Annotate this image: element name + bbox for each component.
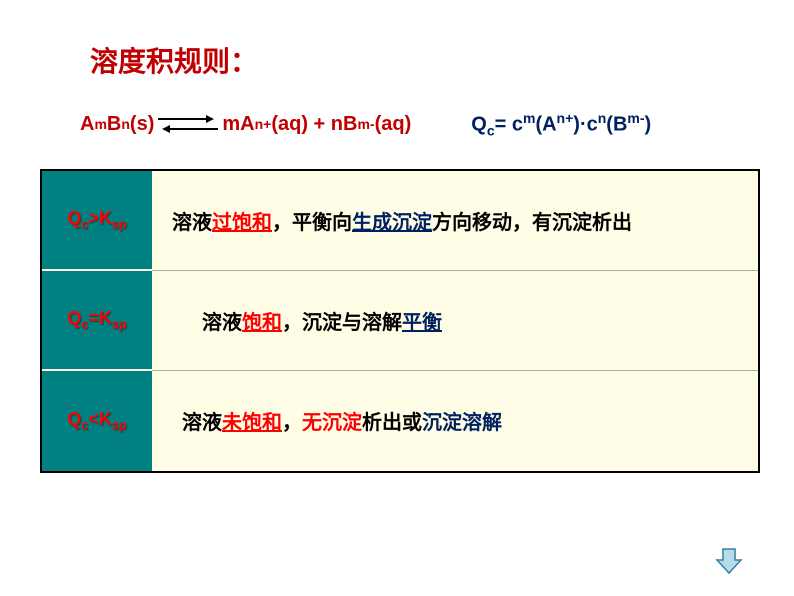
cond-sub-sp: sp [112,418,127,432]
desc-keyword-blue: 生成沉淀 [352,212,432,234]
qc-formula: Qc= cm(An+)·cn(Bm-) [471,110,651,139]
desc-keyword-red: 过饱和 [212,212,272,234]
cond-op: > [88,208,99,228]
cond-op: = [88,308,99,328]
eq-aq2: (aq) [375,113,412,136]
table-row: Qc=Ksp 溶液饱和，沉淀与溶解平衡 [42,271,758,371]
desc-keyword-red: 无沉淀 [302,412,362,434]
desc-text: 溶液 [172,212,212,234]
cond-k: K [99,409,112,429]
next-arrow-icon[interactable] [714,546,744,576]
slide: 溶度积规则： AmBn(s) mAn+(aq) + nBm- (aq) Qc= … [0,0,794,596]
table-row: Qc<Ksp 溶液未饱和，无沉淀析出或沉淀溶解 [42,371,758,471]
eq-sup-np: n+ [255,116,272,132]
desc-text: 析出或 [362,412,422,434]
qc-eq: = c [495,114,523,136]
eq-aq-nb: (aq) + nB [271,113,357,136]
desc-keyword-red: 饱和 [242,312,282,334]
eq-sub-m: m [94,116,106,132]
eq-sup-mm: m- [357,116,374,132]
desc-text: ， [282,412,302,434]
description-cell: 溶液饱和，沉淀与溶解平衡 [152,271,758,371]
cond-k: K [99,208,112,228]
qc-b: (B [606,114,627,136]
cond-sub-sp: sp [112,317,127,331]
cond-q: Q [67,308,81,328]
desc-text: 方向移动，有沉淀析出 [432,212,632,234]
desc-keyword-blue: 平衡 [402,312,442,334]
eq-b: B [107,113,121,136]
cond-q: Q [67,208,81,228]
cond-op: < [88,409,99,429]
condition-cell: Qc>Ksp [42,171,152,271]
eq-sub-n: n [121,116,130,132]
desc-text: 溶液 [182,412,222,434]
qc-end: ) [645,114,652,136]
slide-title: 溶度积规则： [90,40,754,80]
description-cell: 溶液过饱和，平衡向生成沉淀方向移动，有沉淀析出 [152,171,758,271]
qc-a: (A [535,114,556,136]
desc-text: ，平衡向 [272,212,352,234]
eq-state-s: (s) [130,113,154,136]
equilibrium-arrow-icon [158,114,218,134]
qc-sub-c: c [487,123,495,139]
desc-keyword-blue: 沉淀溶解 [422,412,502,434]
qc-mid: )·c [573,114,597,136]
qc-sup-np: n+ [557,110,574,126]
cond-sub-sp: sp [112,217,127,231]
desc-text: ，沉淀与溶解 [282,312,402,334]
eq-a: A [80,113,94,136]
equilibrium-equation: AmBn(s) mAn+(aq) + nBm- (aq) [80,113,411,136]
rules-table: Qc>Ksp 溶液过饱和，平衡向生成沉淀方向移动，有沉淀析出 Qc=Ksp 溶液… [40,169,760,473]
equation-row: AmBn(s) mAn+(aq) + nBm- (aq) Qc= cm(An+)… [80,110,754,139]
cond-k: K [99,308,112,328]
description-cell: 溶液未饱和，无沉淀析出或沉淀溶解 [152,371,758,471]
condition-cell: Qc=Ksp [42,271,152,371]
qc-sup-mm: m- [627,110,644,126]
table-row: Qc>Ksp 溶液过饱和，平衡向生成沉淀方向移动，有沉淀析出 [42,171,758,271]
qc-sup-n: n [598,110,607,126]
condition-cell: Qc<Ksp [42,371,152,471]
qc-sup-m: m [523,110,535,126]
qc-q: Q [471,114,487,136]
desc-text: 溶液 [202,312,242,334]
cond-q: Q [67,409,81,429]
desc-keyword-red: 未饱和 [222,412,282,434]
eq-ma: mA [222,113,254,136]
